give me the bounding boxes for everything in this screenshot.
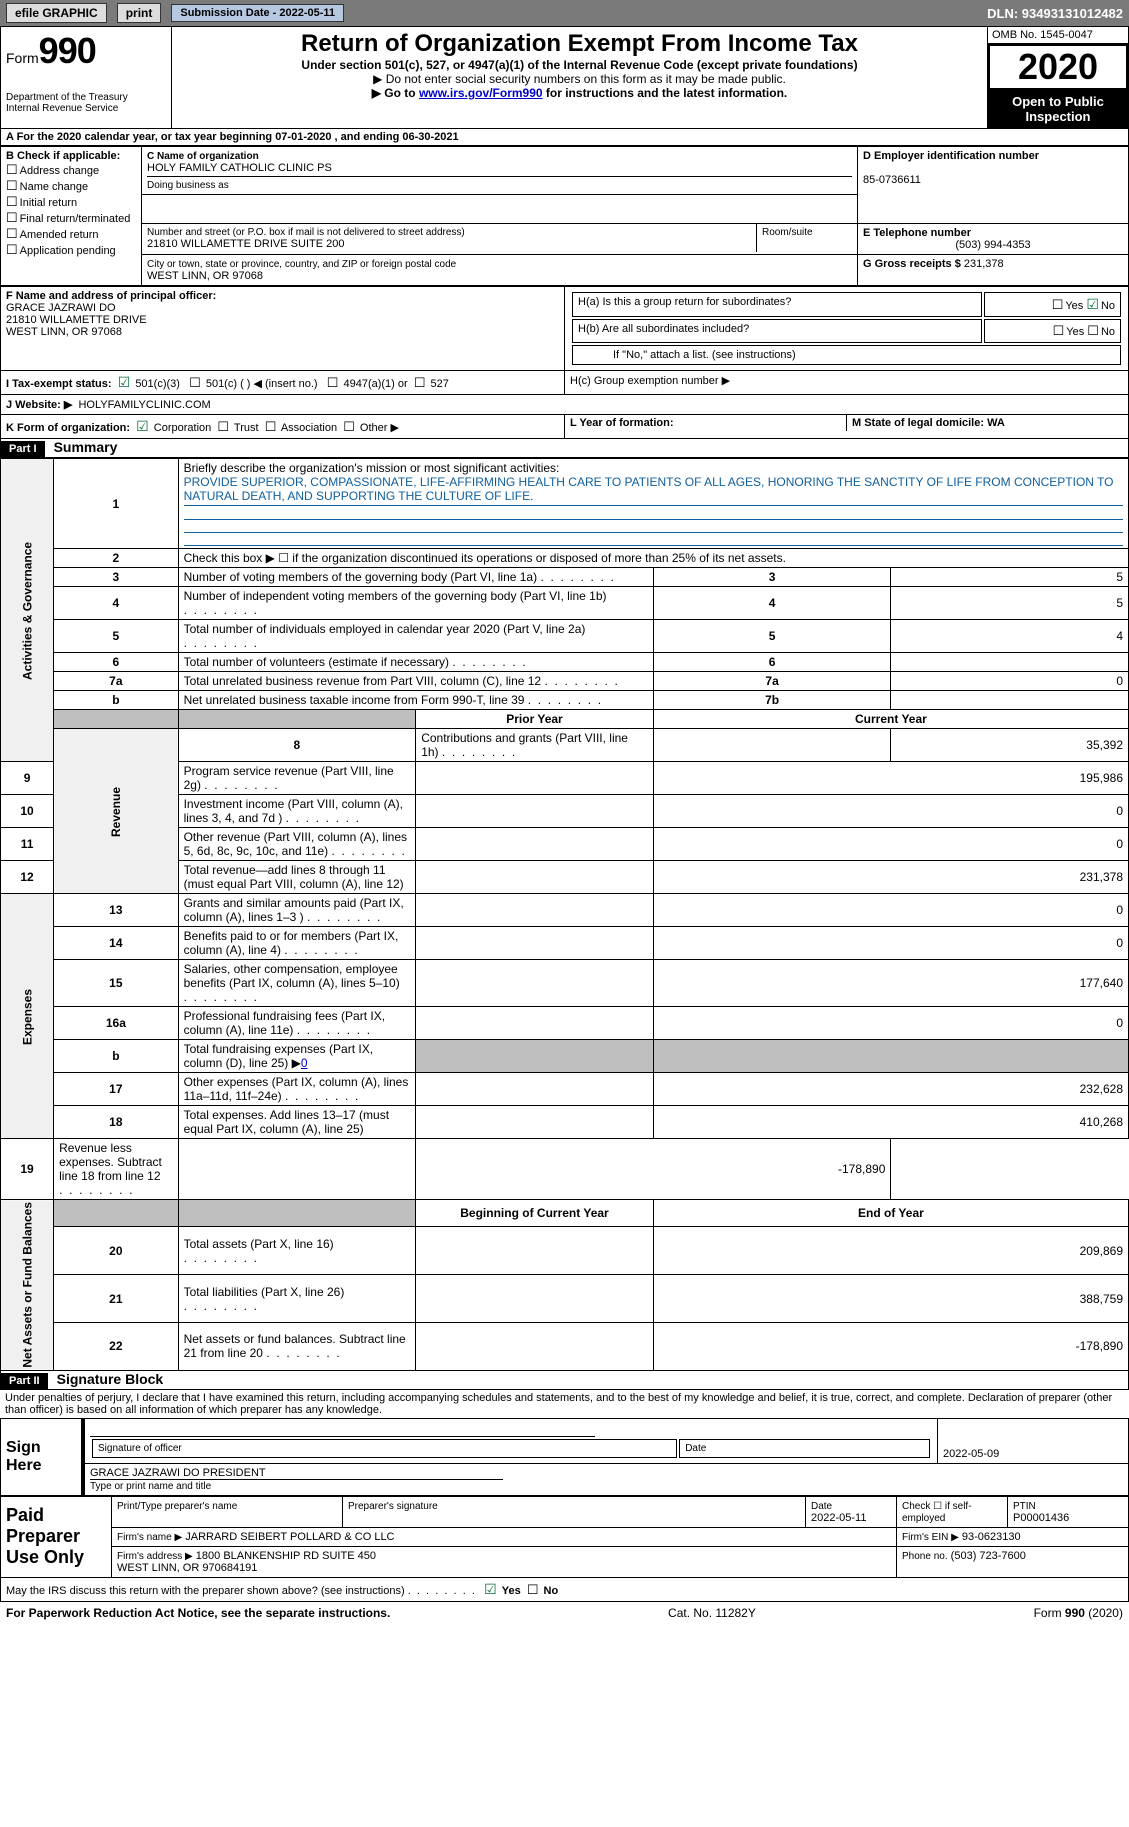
line-i-label: I Tax-exempt status: <box>6 378 112 390</box>
line-k-label: K Form of organization: <box>6 422 130 434</box>
amended-return-checkbox[interactable] <box>6 229 20 241</box>
open-to-public: Open to Public Inspection <box>988 90 1128 128</box>
gross-receipts: 231,378 <box>964 258 1004 270</box>
hb-label: H(b) Are all subordinates included? <box>572 319 982 343</box>
sign-here-label: Sign Here <box>1 1418 84 1495</box>
block-g-label: G Gross receipts $ <box>863 258 961 270</box>
501c3-checkbox[interactable] <box>118 378 133 390</box>
signature-table: Sign Here Signature of officerDate 2022-… <box>0 1418 1129 1496</box>
form-word: Form <box>6 50 39 66</box>
q2-label: Check this box ▶ ☐ if the organization d… <box>178 549 1128 568</box>
goto-instruction: ▶ Go to www.irs.gov/Form990 for instruct… <box>177 86 982 100</box>
addr-label: Number and street (or P.O. box if mail i… <box>147 227 465 238</box>
part1-table: Activities & Governance 1 Briefly descri… <box>0 458 1129 1371</box>
perjury-declaration: Under penalties of perjury, I declare th… <box>0 1390 1129 1418</box>
line-a: A For the 2020 calendar year, or tax yea… <box>6 131 459 143</box>
discuss-yes-checkbox[interactable] <box>484 1585 499 1597</box>
hb-no-checkbox[interactable] <box>1087 326 1101 338</box>
application-pending-checkbox[interactable] <box>6 245 20 257</box>
initial-return-checkbox[interactable] <box>6 197 20 209</box>
ssn-warning: ▶ Do not enter social security numbers o… <box>177 72 982 86</box>
form-number: 990 <box>39 30 96 71</box>
mission-text: PROVIDE SUPERIOR, COMPASSIONATE, LIFE-AF… <box>184 475 1123 506</box>
efile-label: efile GRAPHIC <box>6 3 107 23</box>
side-expenses: Expenses <box>1 894 54 1139</box>
form-title: Return of Organization Exempt From Incom… <box>177 30 982 58</box>
block-b-head: B Check if applicable: <box>6 150 120 162</box>
corp-checkbox[interactable] <box>136 422 151 434</box>
officer-addr2: WEST LINN, OR 97068 <box>6 326 122 338</box>
q1-label: Briefly describe the organization's miss… <box>184 461 560 475</box>
trust-checkbox[interactable] <box>217 422 231 434</box>
officer-name: GRACE JAZRAWI DO <box>6 302 116 314</box>
side-revenue: Revenue <box>54 729 178 894</box>
line-j-label: J Website: ▶ <box>6 399 72 411</box>
dln: DLN: 93493131012482 <box>987 6 1123 21</box>
assoc-checkbox[interactable] <box>265 422 279 434</box>
ha-no-checkbox[interactable] <box>1086 300 1101 312</box>
block-c-name-label: C Name of organization <box>147 151 259 162</box>
room-label: Room/suite <box>762 227 813 238</box>
line-l: L Year of formation: <box>570 417 674 429</box>
website: HOLYFAMILYCLINIC.COM <box>78 399 210 411</box>
city-state-zip: WEST LINN, OR 97068 <box>147 270 263 282</box>
org-name: HOLY FAMILY CATHOLIC CLINIC PS <box>147 162 332 174</box>
omb-no: OMB No. 1545-0047 <box>988 27 1128 44</box>
line-m: M State of legal domicile: WA <box>852 417 1005 429</box>
addr-change-checkbox[interactable] <box>6 165 20 177</box>
discuss-no-checkbox[interactable] <box>527 1585 541 1597</box>
telephone: (503) 994-4353 <box>863 239 1123 251</box>
part2-header: Part II Signature Block <box>0 1371 1129 1390</box>
block-e-label: E Telephone number <box>863 227 971 239</box>
form-subtitle: Under section 501(c), 527, or 4947(a)(1)… <box>177 58 982 72</box>
paid-preparer-label: Paid Preparer Use Only <box>1 1496 112 1577</box>
officer-addr1: 21810 WILLAMETTE DRIVE <box>6 314 147 326</box>
officer-block: F Name and address of principal officer:… <box>0 286 1129 439</box>
ha-yes-checkbox[interactable] <box>1052 300 1066 312</box>
name-change-checkbox[interactable] <box>6 181 20 193</box>
preparer-table: Paid Preparer Use Only Print/Type prepar… <box>0 1496 1129 1578</box>
side-net-assets: Net Assets or Fund Balances <box>1 1200 54 1371</box>
tax-year: 2020 <box>988 44 1128 90</box>
ein: 85-0736611 <box>863 174 921 186</box>
irs-link[interactable]: www.irs.gov/Form990 <box>419 86 543 100</box>
part1-header: Part I Summary <box>0 439 1129 458</box>
hb-yes-checkbox[interactable] <box>1053 326 1067 338</box>
street-address: 21810 WILLAMETTE DRIVE SUITE 200 <box>147 238 344 250</box>
527-checkbox[interactable] <box>414 378 428 390</box>
4947-checkbox[interactable] <box>327 378 341 390</box>
501c-checkbox[interactable] <box>189 378 203 390</box>
header-frame: Form990 Department of the Treasury Inter… <box>0 26 1129 129</box>
hb-note: If "No," attach a list. (see instruction… <box>572 345 1121 365</box>
other-checkbox[interactable] <box>343 422 357 434</box>
final-return-checkbox[interactable] <box>6 213 20 225</box>
dba-label: Doing business as <box>147 180 229 191</box>
block-f-label: F Name and address of principal officer: <box>6 290 216 302</box>
hc-label: H(c) Group exemption number ▶ <box>565 371 1129 395</box>
may-discuss: May the IRS discuss this return with the… <box>6 1585 475 1597</box>
officer-name-title: GRACE JAZRAWI DO PRESIDENT <box>90 1467 503 1480</box>
entity-block: B Check if applicable: Address change Na… <box>0 146 1129 286</box>
footer: For Paperwork Reduction Act Notice, see … <box>0 1602 1129 1624</box>
city-label: City or town, state or province, country… <box>147 259 456 270</box>
print-button[interactable]: print <box>117 3 162 23</box>
submission-date: Submission Date - 2022-05-11 <box>171 4 344 22</box>
ha-label: H(a) Is this a group return for subordin… <box>572 292 982 317</box>
dept-treasury: Department of the Treasury Internal Reve… <box>6 92 166 114</box>
block-d-label: D Employer identification number <box>863 150 1039 162</box>
side-activities-governance: Activities & Governance <box>1 459 54 762</box>
sig-date: 2022-05-09 <box>938 1418 1129 1463</box>
top-toolbar: efile GRAPHIC print Submission Date - 20… <box>0 0 1129 26</box>
